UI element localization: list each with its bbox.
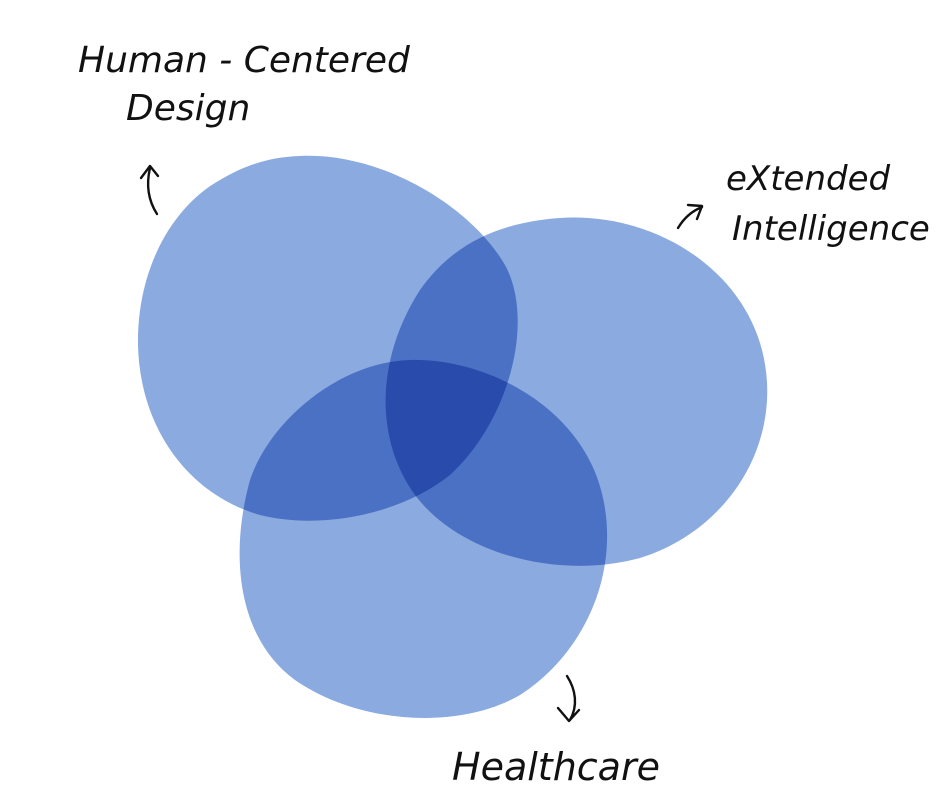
label-human-centered-design: Human - Centered Design [78, 40, 411, 216]
circles-group [137, 155, 768, 718]
label-healthcare: Healthcare [452, 674, 660, 789]
label-extended-intelligence: eXtended Intelligence [676, 159, 930, 249]
label-hcd-line-1: Human - Centered [78, 40, 411, 81]
arrow-healthcare-icon [556, 674, 581, 723]
label-healthcare-line-1: Healthcare [452, 745, 660, 789]
label-hcd-line-2: Design [126, 88, 250, 129]
label-xi-line-1: eXtended [726, 159, 891, 199]
arrow-hcd-icon [139, 164, 160, 216]
label-xi-line-2: Intelligence [732, 209, 930, 249]
circle-healthcare [239, 359, 608, 718]
arrow-xi-icon [676, 203, 704, 230]
